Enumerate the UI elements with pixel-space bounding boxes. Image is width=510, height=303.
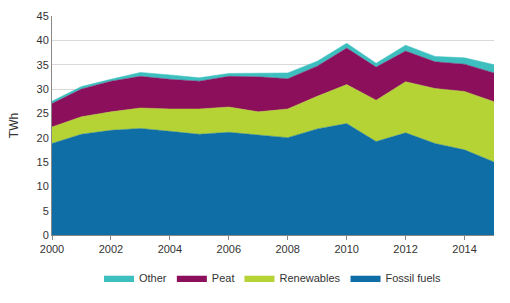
svg-text:5: 5 bbox=[43, 205, 49, 217]
svg-text:40: 40 bbox=[37, 34, 49, 46]
svg-text:2010: 2010 bbox=[334, 243, 358, 255]
svg-text:10: 10 bbox=[37, 180, 49, 192]
svg-text:Peat: Peat bbox=[212, 272, 235, 284]
svg-text:20: 20 bbox=[37, 132, 49, 144]
svg-text:35: 35 bbox=[37, 59, 49, 71]
svg-text:TWh: TWh bbox=[7, 113, 21, 138]
svg-text:2000: 2000 bbox=[40, 243, 64, 255]
svg-text:2008: 2008 bbox=[275, 243, 299, 255]
svg-text:45: 45 bbox=[37, 10, 49, 22]
svg-text:0: 0 bbox=[43, 229, 49, 241]
svg-text:Other: Other bbox=[139, 272, 167, 284]
svg-text:Fossil fuels: Fossil fuels bbox=[386, 272, 442, 284]
svg-text:2004: 2004 bbox=[158, 243, 182, 255]
svg-text:25: 25 bbox=[37, 107, 49, 119]
svg-text:2002: 2002 bbox=[99, 243, 123, 255]
svg-text:30: 30 bbox=[37, 83, 49, 95]
svg-text:2006: 2006 bbox=[217, 243, 241, 255]
svg-text:2014: 2014 bbox=[452, 243, 476, 255]
svg-text:2012: 2012 bbox=[393, 243, 417, 255]
svg-text:Renewables: Renewables bbox=[279, 272, 340, 284]
svg-text:15: 15 bbox=[37, 156, 49, 168]
